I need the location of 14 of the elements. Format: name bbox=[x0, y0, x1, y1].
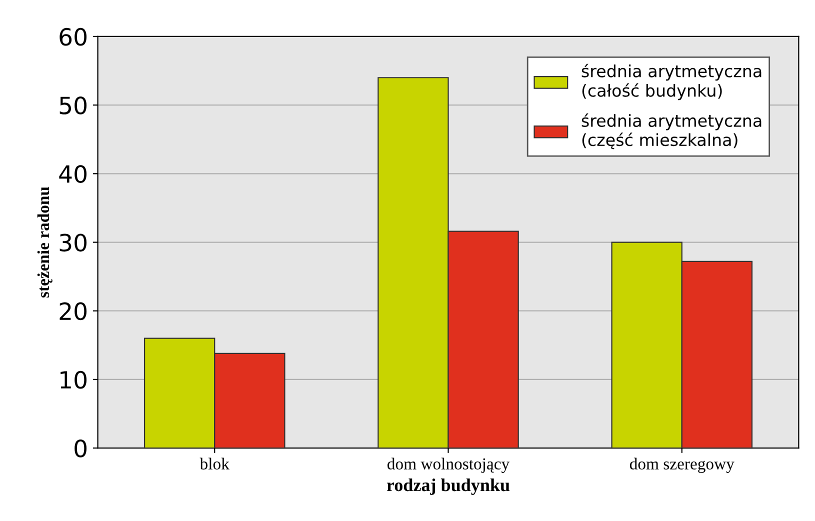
y-tick-label: 0 bbox=[74, 440, 87, 458]
x-tick-label: blok bbox=[200, 458, 230, 470]
x-tick-label: dom szeregowy bbox=[630, 458, 734, 473]
y-tick-label: 40 bbox=[59, 165, 87, 183]
y-tick-label: 60 bbox=[60, 28, 87, 46]
x-axis-title: rodzaj budynku bbox=[386, 478, 510, 495]
y-tick-label: 30 bbox=[60, 234, 87, 252]
legend-label: średnia arytmetyczna (część mieszkalna) bbox=[582, 113, 762, 150]
y-axis-title: stężenie radonu bbox=[37, 186, 52, 298]
x-tick-label: dom wolnostojący bbox=[388, 458, 510, 473]
y-tick-label: 20 bbox=[60, 302, 87, 320]
y-tick-label: 10 bbox=[60, 370, 87, 389]
legend-label: średnia arytmetyczna (całość budynku) bbox=[582, 64, 762, 100]
y-tick-label: 50 bbox=[60, 96, 87, 114]
